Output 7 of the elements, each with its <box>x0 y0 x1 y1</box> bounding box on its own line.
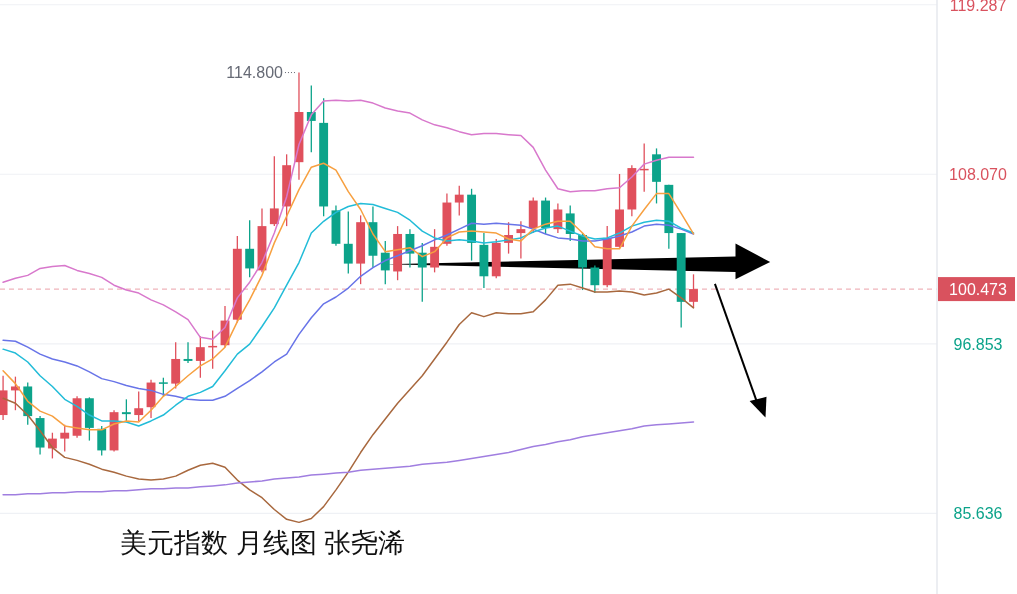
y-tick-label: 119.287 <box>949 0 1007 14</box>
y-tick-label: 85.636 <box>953 505 1003 523</box>
ref-line-label: 100.473 <box>949 281 1008 299</box>
y-tick-label: 108.070 <box>949 166 1008 184</box>
y-tick-label: 96.853 <box>953 335 1003 353</box>
text: 美元指数 月线图 张尧浠 <box>120 528 406 558</box>
annotation: 114.800 <box>226 63 284 81</box>
